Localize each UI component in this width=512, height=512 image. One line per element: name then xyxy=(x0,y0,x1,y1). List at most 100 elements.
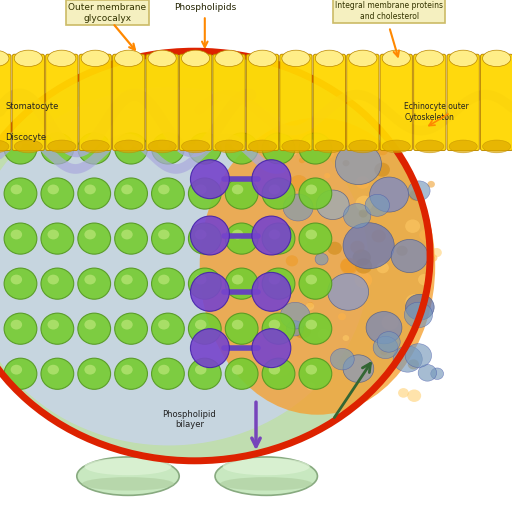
Ellipse shape xyxy=(377,262,389,273)
Ellipse shape xyxy=(408,181,430,201)
Ellipse shape xyxy=(158,319,169,330)
Ellipse shape xyxy=(340,259,358,274)
Ellipse shape xyxy=(232,319,243,330)
Ellipse shape xyxy=(306,365,317,375)
Ellipse shape xyxy=(195,319,206,330)
Ellipse shape xyxy=(416,50,444,67)
Ellipse shape xyxy=(262,178,295,209)
Ellipse shape xyxy=(262,268,295,299)
Ellipse shape xyxy=(391,240,428,272)
Ellipse shape xyxy=(316,151,328,161)
Ellipse shape xyxy=(269,184,280,195)
Ellipse shape xyxy=(190,329,229,368)
FancyBboxPatch shape xyxy=(347,54,379,151)
Ellipse shape xyxy=(115,178,147,209)
Ellipse shape xyxy=(269,319,280,330)
Ellipse shape xyxy=(378,146,388,155)
FancyBboxPatch shape xyxy=(380,54,412,151)
Ellipse shape xyxy=(115,140,143,153)
Ellipse shape xyxy=(152,223,184,254)
Ellipse shape xyxy=(338,313,346,321)
Ellipse shape xyxy=(407,390,421,402)
Ellipse shape xyxy=(41,313,74,344)
Ellipse shape xyxy=(406,294,434,320)
Ellipse shape xyxy=(84,365,96,375)
Ellipse shape xyxy=(349,50,377,67)
Ellipse shape xyxy=(248,140,276,153)
Ellipse shape xyxy=(416,140,444,153)
Ellipse shape xyxy=(115,268,147,299)
Ellipse shape xyxy=(377,332,400,352)
Ellipse shape xyxy=(48,140,76,153)
Ellipse shape xyxy=(406,294,423,310)
Ellipse shape xyxy=(355,272,372,288)
Ellipse shape xyxy=(0,50,9,67)
Ellipse shape xyxy=(84,184,96,195)
Ellipse shape xyxy=(158,184,169,195)
Ellipse shape xyxy=(14,50,42,67)
Ellipse shape xyxy=(11,319,22,330)
Ellipse shape xyxy=(78,178,111,209)
Ellipse shape xyxy=(158,229,169,240)
Ellipse shape xyxy=(374,163,390,177)
Ellipse shape xyxy=(377,142,386,150)
Ellipse shape xyxy=(41,268,74,299)
Ellipse shape xyxy=(188,223,221,254)
Ellipse shape xyxy=(306,229,317,240)
FancyBboxPatch shape xyxy=(12,54,45,151)
Ellipse shape xyxy=(41,223,74,254)
Ellipse shape xyxy=(225,133,258,164)
Ellipse shape xyxy=(297,283,307,291)
Ellipse shape xyxy=(84,229,96,240)
Ellipse shape xyxy=(252,160,291,199)
Ellipse shape xyxy=(315,140,344,153)
Ellipse shape xyxy=(344,203,371,228)
Ellipse shape xyxy=(148,140,176,153)
Ellipse shape xyxy=(355,196,373,211)
Ellipse shape xyxy=(398,388,409,398)
Ellipse shape xyxy=(4,223,37,254)
Ellipse shape xyxy=(232,184,243,195)
Ellipse shape xyxy=(158,274,169,285)
FancyBboxPatch shape xyxy=(313,54,346,151)
Ellipse shape xyxy=(232,274,243,285)
Ellipse shape xyxy=(215,457,317,496)
Ellipse shape xyxy=(0,140,9,153)
FancyBboxPatch shape xyxy=(179,54,211,151)
Ellipse shape xyxy=(271,344,286,357)
Ellipse shape xyxy=(48,50,76,67)
Ellipse shape xyxy=(382,140,410,153)
Ellipse shape xyxy=(158,139,169,150)
Ellipse shape xyxy=(81,50,109,67)
Ellipse shape xyxy=(366,311,402,344)
Ellipse shape xyxy=(393,346,422,372)
Ellipse shape xyxy=(78,313,111,344)
Ellipse shape xyxy=(252,329,291,368)
Text: Phospholipids: Phospholipids xyxy=(174,3,236,12)
Ellipse shape xyxy=(115,133,147,164)
Ellipse shape xyxy=(269,139,280,150)
Ellipse shape xyxy=(152,178,184,209)
Ellipse shape xyxy=(115,313,147,344)
Ellipse shape xyxy=(300,240,307,246)
Ellipse shape xyxy=(405,220,420,233)
Ellipse shape xyxy=(343,223,394,269)
Ellipse shape xyxy=(4,268,37,299)
Ellipse shape xyxy=(359,209,368,218)
Ellipse shape xyxy=(382,50,410,67)
Ellipse shape xyxy=(418,274,431,285)
Ellipse shape xyxy=(323,148,334,159)
Ellipse shape xyxy=(225,178,258,209)
Ellipse shape xyxy=(115,358,147,389)
Ellipse shape xyxy=(11,139,22,150)
Ellipse shape xyxy=(373,336,398,358)
Ellipse shape xyxy=(215,50,243,67)
FancyBboxPatch shape xyxy=(113,54,145,151)
Ellipse shape xyxy=(181,140,210,153)
Ellipse shape xyxy=(283,194,313,221)
Text: Outer membrane
glycocalyx: Outer membrane glycocalyx xyxy=(69,3,146,23)
Ellipse shape xyxy=(188,358,221,389)
Ellipse shape xyxy=(343,335,349,341)
Ellipse shape xyxy=(152,268,184,299)
Ellipse shape xyxy=(200,118,435,415)
